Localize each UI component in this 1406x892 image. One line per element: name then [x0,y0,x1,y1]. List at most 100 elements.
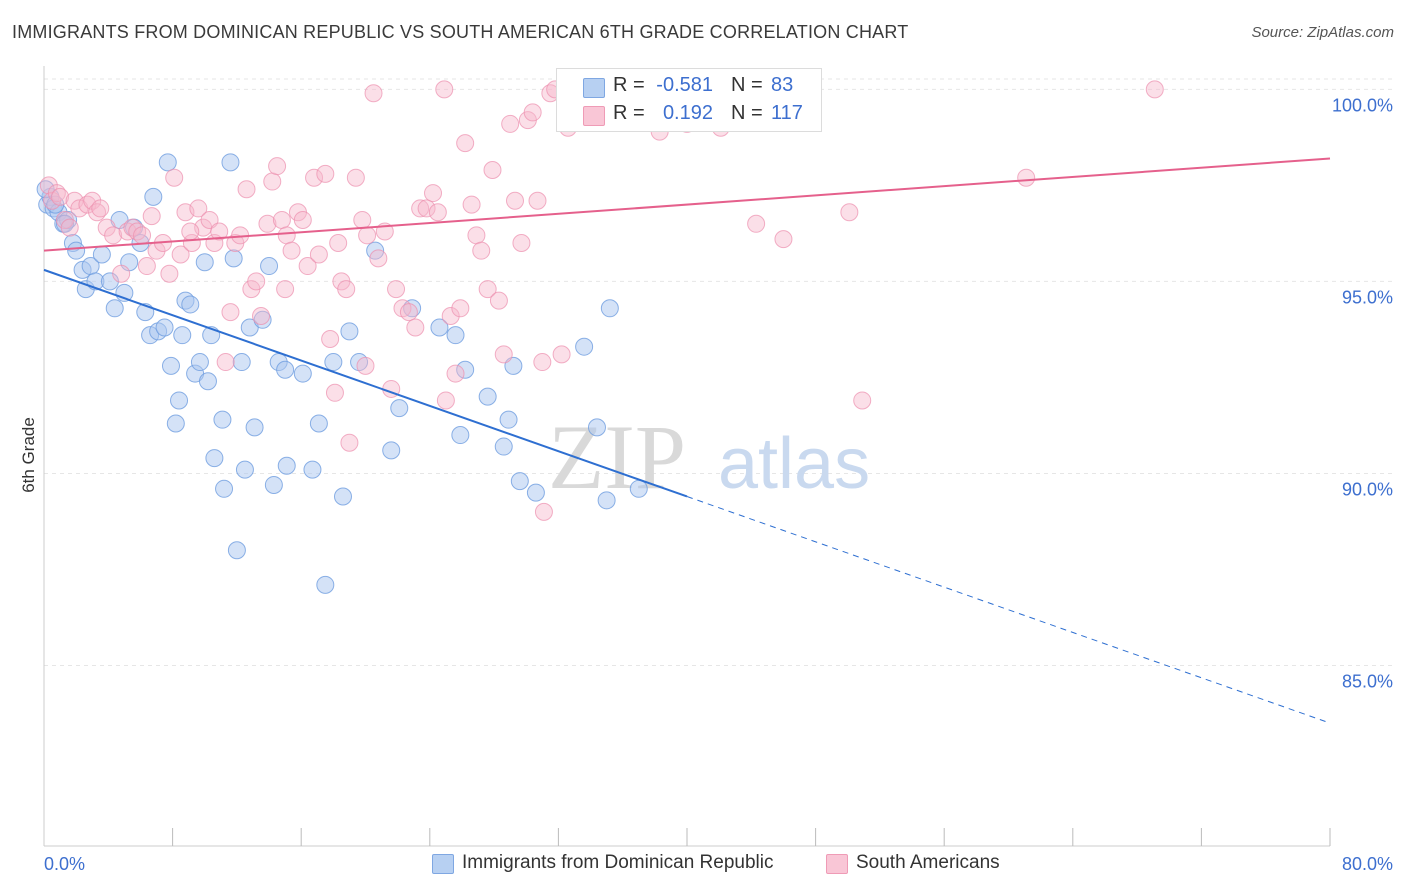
data-point-south-american [489,291,508,310]
data-point-dominican [195,253,214,272]
data-point-south-american [277,226,296,245]
data-point-dominican [190,353,209,372]
data-point-south-american [305,168,324,187]
tick-labels: 85.0% 90.0% 95.0% 100.0% 0.0% 80.0% [44,95,1393,874]
data-point-dominican [198,372,217,391]
data-point-dominican [478,387,497,406]
data-point-dominican [451,426,470,445]
data-point-dominican [504,356,523,375]
data-point-south-american [340,433,359,452]
data-point-south-american [272,210,291,229]
legend-label: Immigrants from Dominican Republic [462,852,774,873]
r-label: R = [613,74,645,96]
data-point-dominican [494,437,513,456]
data-point-dominican [161,356,180,375]
data-point-south-american [505,191,524,210]
data-point-dominican [224,249,243,268]
data-point-south-american [853,391,872,410]
data-point-south-american [747,214,766,233]
data-point-south-american [478,280,497,299]
data-point-dominican [597,491,616,510]
data-point-dominican [260,257,279,276]
data-point-dominican [629,479,648,498]
data-point-south-american [441,306,460,325]
data-point-south-american [210,222,229,241]
data-point-south-american [501,114,520,133]
trend-line-dominican-extrapolated [686,496,1331,724]
data-point-dominican [587,418,606,437]
trend-line-south-american [43,157,1331,252]
data-point-dominican [215,479,234,498]
legend-swatch-blue [432,854,454,874]
data-point-south-american [435,80,454,99]
data-point-dominican [456,360,475,379]
data-point-dominican [324,353,343,372]
data-point-dominican [155,318,174,337]
data-point-dominican [276,360,295,379]
data-point-dominican [303,460,322,479]
data-point-south-american [424,184,443,203]
data-point-south-american [399,303,418,322]
stats-legend: R = -0.581 N = 83 R = 0.192 N = 117 [556,68,822,132]
source-label: Source: ZipAtlas.com [1251,24,1394,41]
data-point-dominican [510,472,529,491]
data-point-south-american [189,199,208,218]
data-point-dominican [105,299,124,318]
legend-swatch-pink [826,854,848,874]
data-point-south-american [436,391,455,410]
data-point-south-american [337,280,356,299]
data-point-south-american [160,264,179,283]
data-point-dominican [390,399,409,418]
data-point-south-american [387,280,406,299]
data-point-south-american [247,272,266,291]
data-point-south-american [276,280,295,299]
data-point-dominican [499,410,518,429]
data-point-south-american [428,203,447,222]
data-point-south-american [533,353,552,372]
y-axis-label: 6th Grade [19,417,38,493]
data-point-south-american [325,383,344,402]
data-point-south-american [137,257,156,276]
data-point-south-american [181,222,200,241]
data-point-south-american [112,264,131,283]
watermark-atlas: atlas [718,424,870,504]
data-point-south-american [51,187,70,206]
data-point-south-american [1017,168,1036,187]
data-point-dominican [293,364,312,383]
data-point-dominican [245,418,264,437]
y-tick-label: 95.0% [1342,287,1393,307]
data-point-dominican [227,541,246,560]
data-point-south-american [258,214,277,233]
data-point-south-american [417,199,436,218]
data-point-south-american [472,241,491,260]
n-label: N = [731,74,763,96]
data-point-south-american [364,84,383,103]
data-point-south-american [462,195,481,214]
watermark-zip: ZIP [548,406,686,508]
data-point-dominican [277,456,296,475]
data-point-dominican [309,414,328,433]
data-point-south-american [104,226,123,245]
data-point-dominican [235,460,254,479]
data-point-dominican [430,318,449,337]
data-point-dominican [232,353,251,372]
data-point-dominican [333,487,352,506]
series-dominican-points [36,153,648,594]
data-point-dominican [213,410,232,429]
x-tick-label: 0.0% [44,854,85,874]
data-point-south-american [446,364,465,383]
stats-legend-row-dominican: R = -0.581 N = 83 [557,72,821,100]
data-point-south-american [346,168,365,187]
data-point-south-american [133,226,152,245]
data-point-south-american [165,168,184,187]
data-point-south-american [298,257,317,276]
n-value: 117 [771,102,803,124]
data-point-dominican [67,241,86,260]
legend-swatch-blue [583,78,605,98]
data-point-dominican [144,187,163,206]
data-point-south-american [268,157,287,176]
legend-label: South Americans [856,852,1000,873]
data-point-dominican [181,295,200,314]
grid-lines [44,78,1394,666]
